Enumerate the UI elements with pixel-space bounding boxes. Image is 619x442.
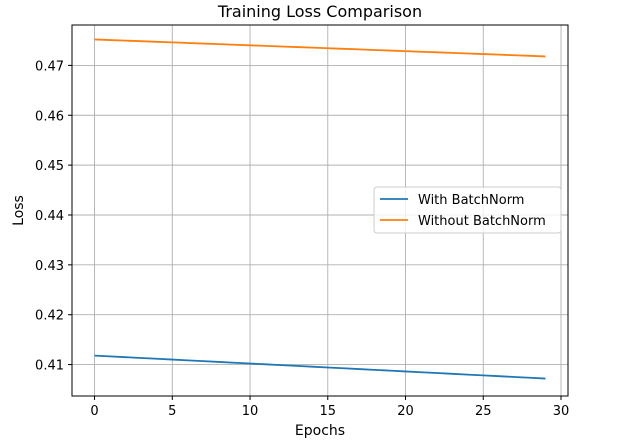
y-tick-label: 0.41 [35,359,64,374]
series-line-with-batchnorm [94,354,546,380]
plot-frame [71,24,569,397]
y-tick-label: 0.42 [35,309,64,324]
x-tick-label: 20 [397,404,414,419]
y-tick-label: 0.43 [35,259,64,274]
y-tick-label: 0.46 [35,109,64,124]
chart-title: Training Loss Comparison [217,2,422,21]
legend-box [373,186,562,234]
series-layer [94,38,546,380]
x-tick-label: 25 [475,404,492,419]
x-tick-label: 0 [90,404,98,419]
x-axis-title: Epochs [295,423,345,439]
series-line-without-batchnorm [94,38,546,58]
x-tick-label: 15 [320,404,337,419]
y-tick-label: 0.44 [35,209,64,224]
y-tick-label: 0.45 [35,159,64,174]
legend-label: Without BatchNorm [418,214,546,229]
x-tick-label: 10 [242,404,259,419]
x-tick-label: 30 [553,404,570,419]
y-axis: 0.41 0.42 0.43 0.44 0.45 0.46 0.47 [35,59,72,374]
legend-label: With BatchNorm [418,193,524,208]
y-tick-label: 0.47 [35,59,64,74]
y-axis-title: Loss [11,195,27,226]
legend: With BatchNorm Without BatchNorm [373,186,562,234]
x-axis: 0 5 10 15 20 25 30 [90,396,569,419]
x-tick-label: 5 [168,404,176,419]
